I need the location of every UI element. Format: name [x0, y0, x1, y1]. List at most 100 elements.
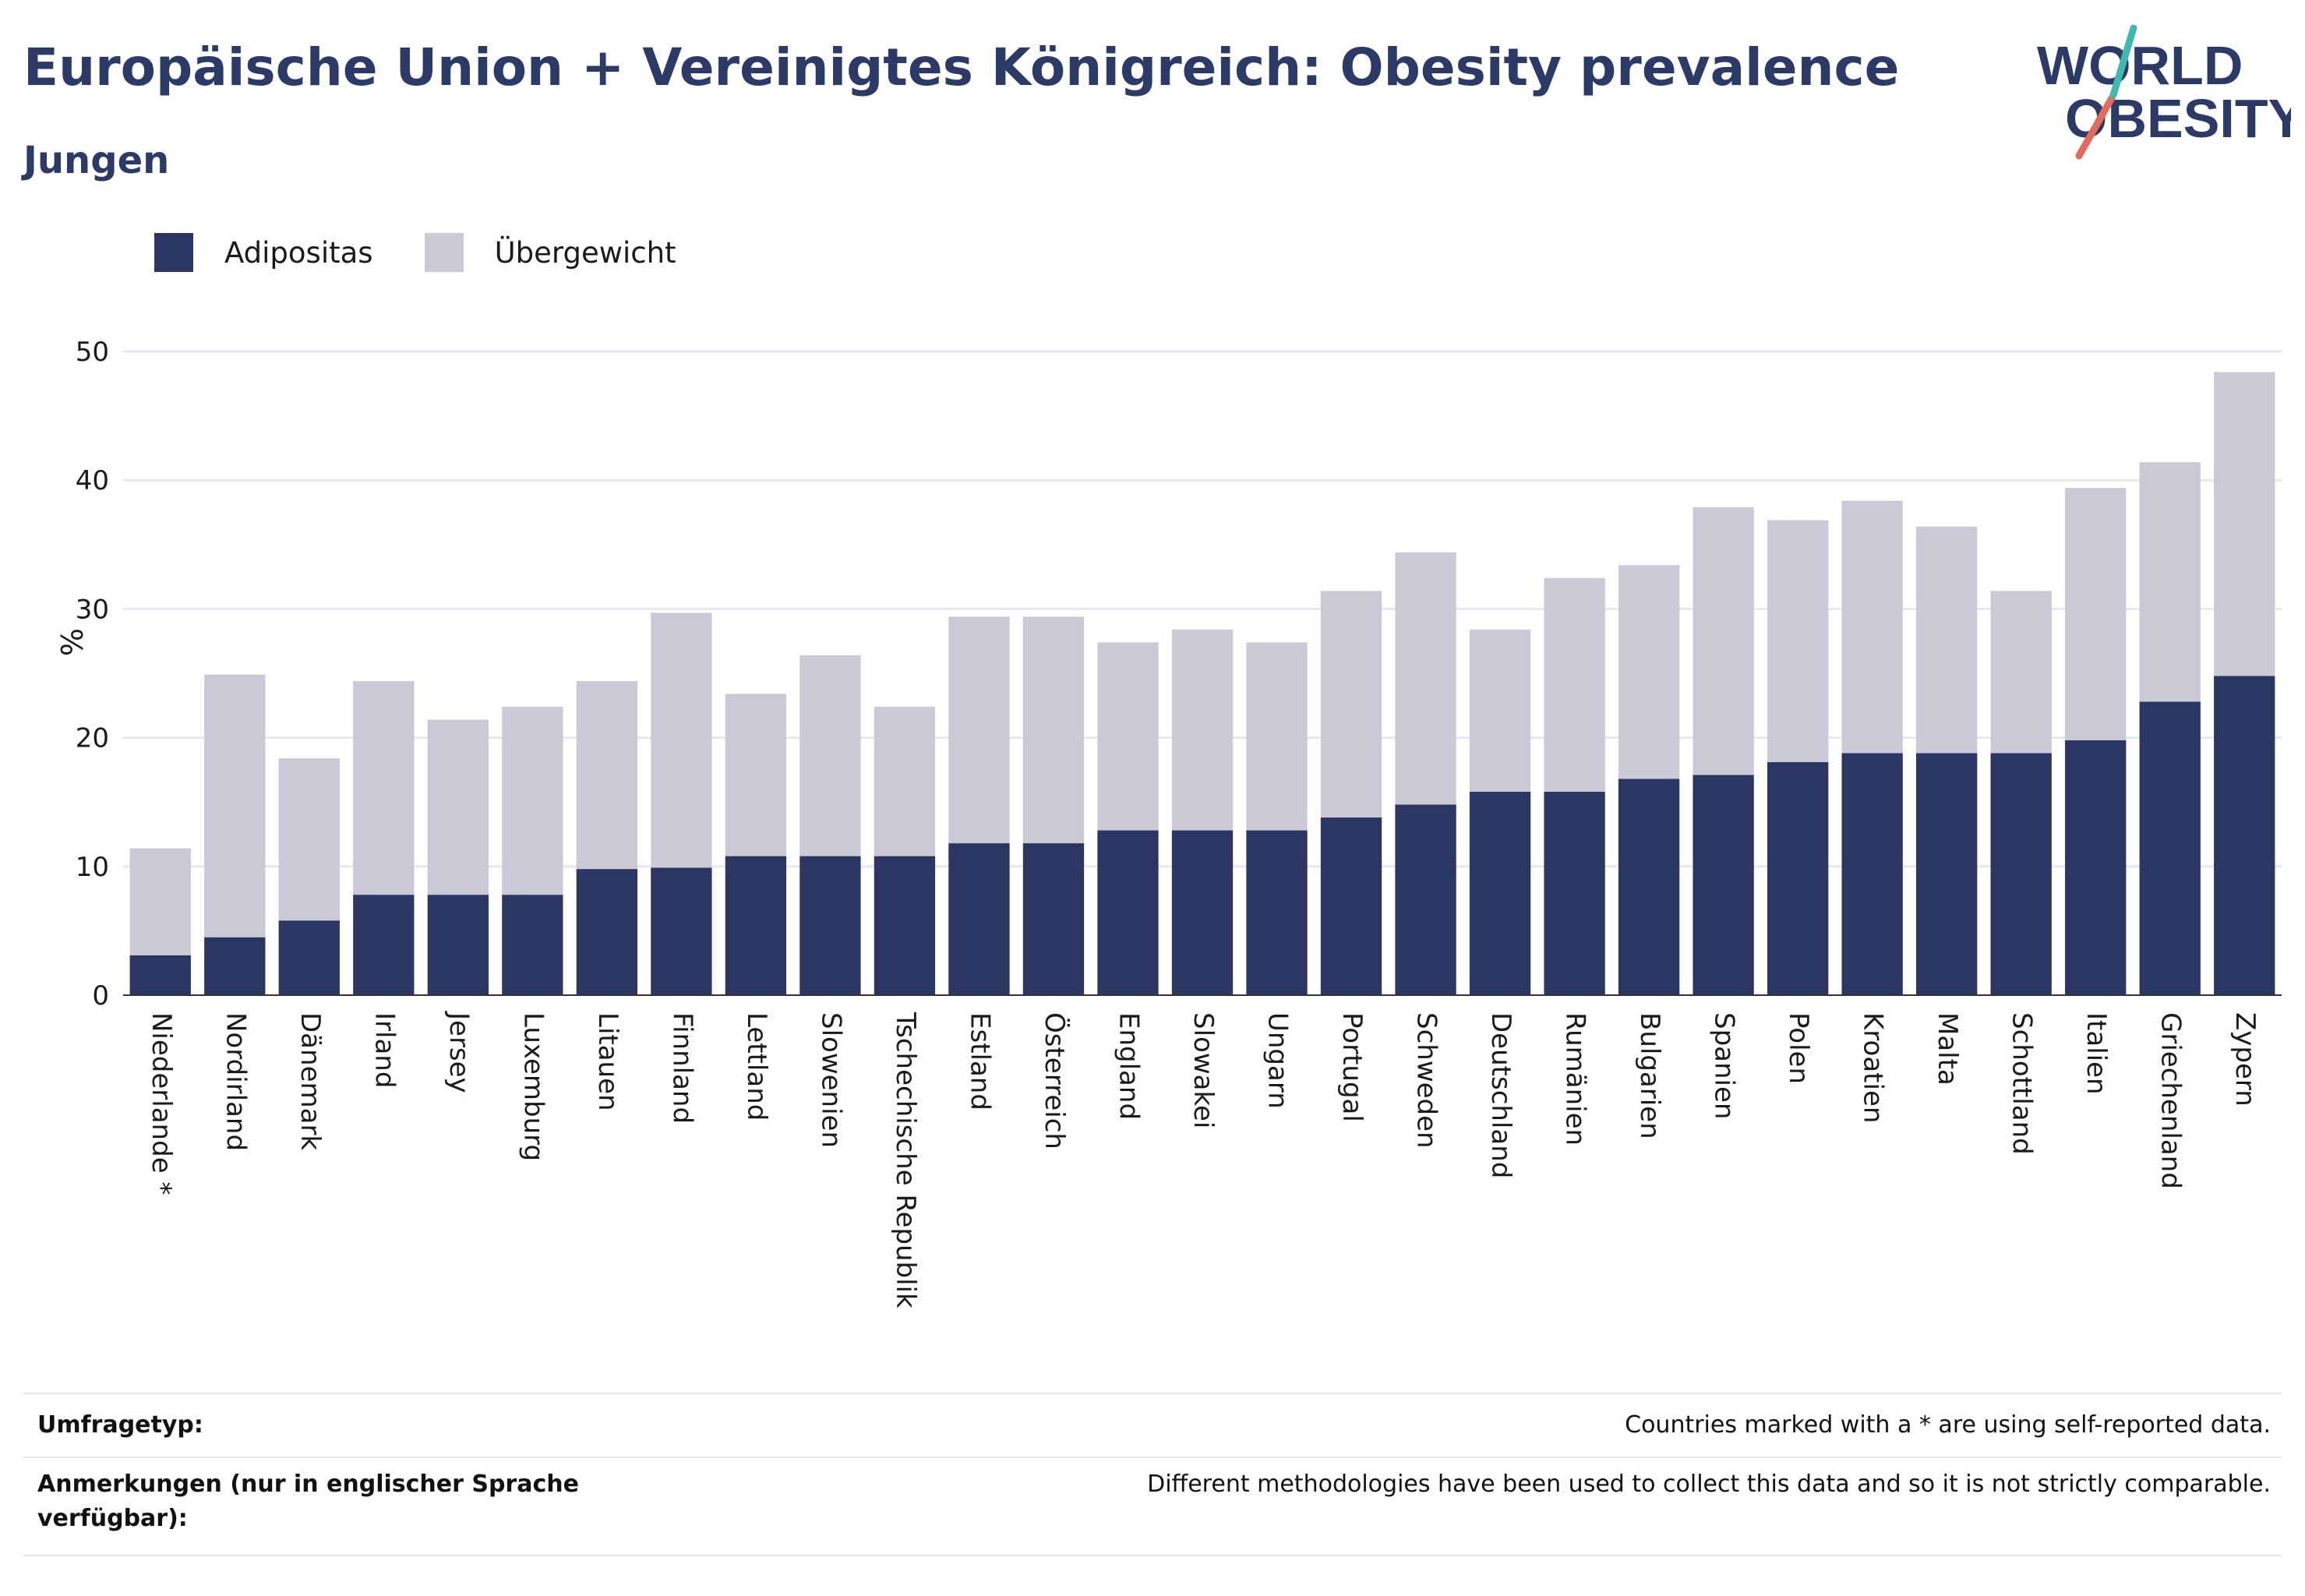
chart-title: Europäische Union + Vereinigtes Königrei… — [23, 37, 1900, 97]
bar-uebergewicht — [2139, 462, 2201, 702]
bar-uebergewicht — [1990, 591, 2052, 754]
x-tick-label: Rumänien — [1560, 1012, 1591, 1146]
bar-uebergewicht — [1246, 642, 1308, 831]
svg-text:WORLD: WORLD — [2037, 35, 2243, 96]
bar-adipositas — [1916, 753, 1978, 995]
y-tick-label: 50 — [76, 337, 109, 368]
bar-uebergewicht — [800, 655, 861, 856]
bar-uebergewicht — [1469, 629, 1531, 792]
x-tick-label: Kroatien — [1858, 1012, 1889, 1123]
bar-uebergewicht — [576, 680, 638, 870]
y-tick-label: 40 — [76, 465, 109, 496]
bar-uebergewicht — [1097, 642, 1159, 831]
x-tick-label: Nordirland — [220, 1012, 251, 1151]
bar-adipositas — [1246, 830, 1308, 995]
bar-uebergewicht — [204, 674, 266, 937]
bar-uebergewicht — [427, 719, 489, 895]
x-tick-label: Slowenien — [815, 1012, 846, 1148]
bar-adipositas — [427, 895, 489, 995]
bar-uebergewicht — [874, 706, 936, 856]
bar-uebergewicht — [1395, 552, 1456, 805]
bar-uebergewicht — [948, 616, 1010, 844]
bar-adipositas — [1469, 791, 1531, 995]
chart-legend: Adipositas Übergewicht — [154, 231, 728, 274]
bar-uebergewicht — [1916, 526, 1978, 754]
bar-uebergewicht — [651, 613, 712, 868]
bar-adipositas — [502, 895, 563, 995]
x-tick-label: Lettland — [741, 1012, 772, 1121]
legend-swatch-adipositas — [154, 233, 193, 272]
footer-row-notes: Anmerkungen (nur in englischer Sprache v… — [23, 1457, 2282, 1556]
x-tick-label: Estland — [964, 1012, 995, 1110]
y-tick-label: 10 — [76, 852, 109, 883]
bar-adipositas — [129, 955, 191, 995]
bar-adipositas — [576, 869, 638, 995]
legend-item-adipositas: Adipositas — [154, 233, 373, 272]
bar-uebergewicht — [1841, 500, 1903, 754]
x-tick-label: Ungarn — [1262, 1012, 1294, 1109]
x-tick-label: Tschechische Republik — [890, 1012, 921, 1308]
bar-uebergewicht — [1618, 565, 1680, 779]
x-tick-label: Litauen — [592, 1012, 623, 1111]
bar-adipositas — [1841, 753, 1903, 995]
footer-label-notes: Anmerkungen (nur in englischer Sprache v… — [37, 1471, 579, 1532]
y-tick-label: 0 — [92, 980, 109, 1012]
bar-uebergewicht — [2065, 488, 2127, 740]
bar-chart: 0 10 20 30 40 50 Niederlande * Nordirland Dänem… — [54, 337, 2282, 1308]
x-tick-label: Österreich — [1039, 1012, 1071, 1149]
bar-adipositas — [874, 856, 936, 995]
x-tick-label: Finnland — [666, 1012, 697, 1124]
bar-uebergewicht — [1767, 520, 1829, 762]
bar-adipositas — [2065, 740, 2127, 995]
x-axis-ticks: Niederlande * Nordirland Dänemark Irland Jer… — [146, 1011, 2261, 1308]
bar-uebergewicht — [725, 694, 787, 856]
legend-item-uebergewicht: Übergewicht — [424, 233, 676, 272]
footer-value-survey-type: Countries marked with a * are using self… — [1625, 1411, 2271, 1439]
x-tick-label: Malta — [1932, 1012, 1963, 1086]
world-obesity-logo: WORLD OBESITY — [2037, 24, 2291, 160]
bar-adipositas — [725, 856, 787, 995]
bar-uebergewicht — [1320, 591, 1382, 818]
bar-adipositas — [1544, 791, 1605, 995]
y-tick-label: 20 — [76, 723, 109, 754]
bars — [129, 372, 2275, 995]
bar-adipositas — [204, 937, 266, 995]
bar-uebergewicht — [129, 848, 191, 955]
bar-adipositas — [1693, 775, 1754, 995]
bar-adipositas — [651, 867, 712, 995]
legend-label-adipositas: Adipositas — [224, 235, 373, 270]
bar-adipositas — [1022, 843, 1085, 995]
bar-adipositas — [1395, 804, 1456, 995]
x-tick-label: Zypern — [2229, 1012, 2261, 1107]
y-axis-title: % — [54, 628, 88, 656]
bar-adipositas — [2214, 676, 2275, 995]
bar-uebergewicht — [1022, 616, 1085, 844]
bar-adipositas — [353, 895, 415, 995]
bar-adipositas — [1767, 761, 1829, 995]
footer-value-notes: Different methodologies have been used t… — [1147, 1471, 2271, 1498]
x-tick-label: Dänemark — [295, 1012, 326, 1150]
x-tick-label: Schottland — [2007, 1012, 2038, 1155]
x-tick-label: Polen — [1783, 1012, 1814, 1084]
legend-swatch-uebergewicht — [424, 233, 464, 272]
bar-adipositas — [800, 856, 861, 995]
bar-uebergewicht — [1544, 577, 1605, 792]
x-tick-label: Slowakei — [1188, 1012, 1219, 1128]
bar-adipositas — [2139, 701, 2201, 995]
bar-adipositas — [1618, 779, 1680, 995]
bar-adipositas — [1171, 830, 1234, 995]
footer-label-survey-type: Umfragetyp: — [37, 1411, 203, 1439]
y-axis-ticks: 0 10 20 30 40 50 — [76, 337, 109, 1012]
x-tick-label: England — [1113, 1012, 1144, 1120]
x-tick-label: Spanien — [1709, 1012, 1740, 1119]
y-tick-label: 30 — [76, 594, 109, 625]
bar-adipositas — [948, 843, 1010, 995]
bar-uebergewicht — [278, 758, 340, 921]
bar-adipositas — [1097, 830, 1159, 995]
bar-uebergewicht — [2214, 372, 2275, 676]
x-tick-label: Schweden — [1411, 1012, 1442, 1149]
x-tick-label: Niederlande * — [146, 1012, 177, 1195]
x-tick-label: Portugal — [1336, 1012, 1368, 1122]
bar-adipositas — [278, 920, 340, 995]
x-tick-label: Irland — [369, 1012, 400, 1088]
